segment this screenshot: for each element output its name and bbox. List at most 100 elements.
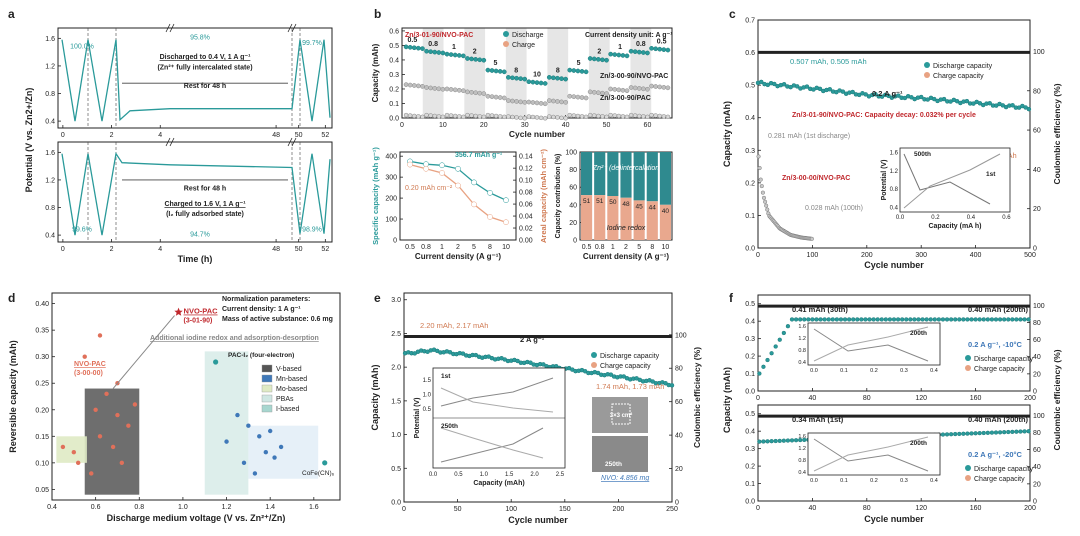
panel-d-ytick-label: 0.40: [35, 301, 49, 308]
panel-b-bars-ytick-label: 0: [573, 238, 577, 245]
panel-c-inset-xtick: 0.6: [1002, 215, 1011, 221]
panel-f-discharge-point: [846, 317, 852, 322]
panel-f-discharge-point: [985, 430, 990, 435]
panel-b-areal-point: [471, 201, 477, 208]
panel-b-point: [546, 98, 552, 103]
panel-b-point: [514, 99, 519, 104]
panel-c-inset-ytick: 1.6: [890, 151, 899, 157]
panel-f-discharge-point: [1010, 317, 1015, 322]
panel-b-point: [641, 50, 646, 55]
panel-a-ytick-label: 1.2: [45, 63, 55, 70]
panel-b-legend-discharge-label: Discharge: [512, 32, 544, 39]
panel-f-ytick2-label: 20: [1033, 371, 1041, 378]
panel-b-ytick-label: 0.1: [389, 101, 399, 108]
panel-b-point: [510, 75, 515, 81]
panel-b-point: [628, 112, 634, 118]
panel-f-discharge-point: [944, 432, 950, 437]
panel-b-legend-discharge-marker: [503, 31, 509, 37]
axis-break: [291, 137, 297, 147]
panel-f-discharge-point: [932, 317, 937, 322]
panel-e-inset-curve: [440, 387, 554, 413]
panel-b-point: [632, 49, 638, 55]
panel-f-discharge-point: [802, 437, 807, 443]
panel-b-point: [534, 115, 540, 120]
panel-f-legend-charge-marker: [965, 365, 971, 371]
panel-f-ytick2-label: 100: [1033, 413, 1045, 420]
panel-d-legend-swatch: [261, 394, 273, 403]
panel-c-xtick-label: 200: [861, 252, 873, 259]
panel-b-point: [641, 114, 646, 119]
panel-b-point: [534, 100, 540, 106]
panel-d-ytick-label: 0.35: [35, 328, 49, 335]
panel-b-point: [465, 56, 470, 61]
panel-f-inset-xtick: 0.2: [870, 478, 878, 484]
panel-b-areal-point: [439, 170, 445, 176]
panel-b-bars-annotation: Zn²⁺ (de)intercalation: [592, 165, 659, 172]
panel-b-rate-label: 1: [452, 44, 456, 51]
panel-b-xtick-label: 10: [439, 122, 447, 129]
panel-b-point: [444, 112, 450, 118]
panel-f-discharge-point: [993, 430, 999, 435]
panel-f-condition-label: 0.2 A g⁻¹, -20°C: [968, 450, 1022, 459]
panel-a-condition-label: (Zn²⁺ fully intercalated state): [157, 64, 252, 71]
panel-d-legend-swatch: [261, 374, 273, 383]
panel-b-point: [420, 84, 425, 89]
panel-d-note: Current density: 1 A g⁻¹: [222, 306, 301, 313]
panel-b-point: [624, 88, 630, 94]
panel-e-ylabel2: Coulombic efficiency (%): [692, 347, 702, 448]
panel-f-discharge-point: [863, 317, 868, 322]
panel-d-ytick-label: 0.30: [35, 354, 49, 361]
panel-b-point: [579, 114, 585, 119]
panel-e-discharge-point: [669, 383, 675, 388]
panel-b-ytick-label: 0.0: [389, 116, 399, 123]
panel-f-discharge-point: [777, 337, 782, 342]
panel-d-mnbased-point: [267, 428, 273, 434]
panel-b-point: [645, 114, 650, 120]
panel-f-legend-charge-marker: [965, 475, 971, 481]
panel-b-point: [653, 84, 658, 89]
panel-d-pba-point: [322, 460, 328, 466]
panel-f-discharge-point: [965, 317, 970, 322]
panel-d-legend-label: PBAs: [276, 396, 294, 403]
panel-b-point: [436, 86, 442, 92]
panel-a-ce-label: 98.9%: [302, 227, 322, 234]
panel-b-point: [612, 113, 617, 118]
panel-f-discharge-point: [940, 432, 946, 437]
panel-f-xtick-label: 40: [809, 395, 817, 402]
panel-f-ytick-label: 0.3: [745, 336, 755, 343]
panel-f-condition-label: 0.2 A g⁻¹, -10°C: [968, 340, 1022, 349]
panel-b-point: [632, 113, 638, 118]
panel-c-inset-xlabel: Capacity (mA h): [928, 223, 981, 230]
panel-b-point: [518, 115, 523, 121]
panel-b-point: [567, 67, 573, 73]
panel-c-ytick-label: 0.1: [745, 213, 755, 220]
panel-d-mnbased-point: [224, 439, 229, 444]
panel-e-frame: [403, 292, 673, 503]
panel-b-point: [452, 113, 458, 119]
panel-f-xtick-label: 0: [756, 395, 760, 402]
panel-b-xtick-label: 0: [400, 122, 404, 129]
panel-f-discharge-point: [855, 317, 860, 322]
panel-f-discharge-point: [1006, 429, 1011, 435]
panel-b-point: [485, 67, 491, 73]
panel-b-point: [477, 90, 483, 96]
panel-a-xtick-label: 50: [295, 132, 303, 139]
panel-d-vbased-point: [132, 402, 138, 407]
axis-break: [165, 23, 171, 33]
panel-b-point: [538, 80, 544, 86]
panel-d-label: PAC-I₂ (four-electron): [228, 352, 294, 359]
panel-f-inset-ytick: 1.6: [798, 434, 806, 440]
panel-c-ytick-label: 0.2: [745, 180, 755, 187]
panel-f-discharge-point: [928, 317, 933, 322]
panel-d-ytick-label: 0.10: [35, 460, 49, 467]
panel-d-vbased-point: [126, 423, 131, 428]
panel-b-point: [645, 86, 650, 92]
panel-e-legend-discharge-marker: [591, 352, 597, 358]
panel-b-point: [559, 115, 564, 121]
panel-b-legend-charge-label: Charge: [512, 42, 535, 49]
panel-d-ytick-label: 0.05: [35, 487, 49, 494]
panel-f-legend-discharge-label: Discharge capacity: [974, 466, 1034, 473]
panel-c-annotation: 0.2 A g⁻¹: [872, 89, 903, 98]
panel-f-discharge-point: [879, 317, 884, 322]
panel-f-discharge-point: [781, 330, 786, 336]
